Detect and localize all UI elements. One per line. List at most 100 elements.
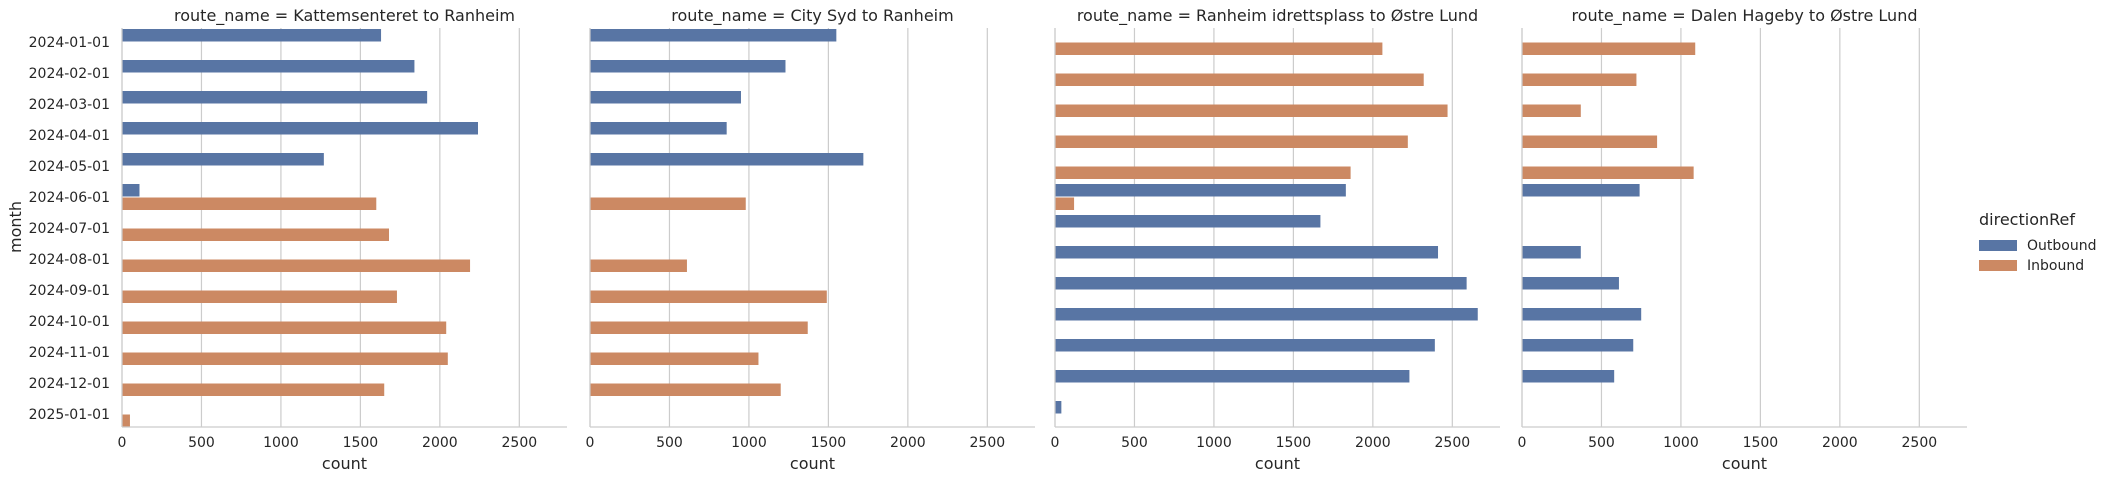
y-tick-label: 2024-10-01	[29, 314, 110, 330]
x-tick-label: 1500	[1276, 435, 1312, 451]
y-tick-label: 2024-01-01	[29, 35, 110, 51]
bar-outbound-2024-12-01	[1055, 370, 1410, 383]
y-tick-label: 2024-09-01	[29, 283, 110, 299]
bar-inbound-2024-01-01	[1055, 42, 1383, 55]
bar-inbound-2024-10-01	[122, 321, 447, 334]
y-tick-label: 2024-05-01	[29, 159, 110, 175]
bar-inbound-2024-08-01	[590, 259, 687, 272]
bar-inbound-2024-06-01	[1055, 197, 1075, 210]
x-tick-label: 500	[188, 435, 215, 451]
bar-outbound-2024-12-01	[1522, 370, 1615, 383]
bar-inbound-2024-03-01	[1522, 104, 1581, 117]
bar-outbound-2024-02-01	[122, 60, 415, 73]
bar-inbound-2024-04-01	[1522, 135, 1658, 148]
x-tick-label: 500	[656, 435, 683, 451]
y-tick-label: 2024-03-01	[29, 97, 110, 113]
bar-inbound-2024-07-01	[122, 228, 389, 241]
bar-outbound-2024-10-01	[1522, 308, 1642, 321]
x-tick-label: 0	[1518, 435, 1527, 451]
bar-inbound-2024-01-01	[1522, 42, 1696, 55]
x-tick-label: 0	[118, 435, 127, 451]
x-tick-label: 1000	[263, 435, 299, 451]
bar-outbound-2024-09-01	[1522, 277, 1619, 290]
x-tick-label: 1000	[1663, 435, 1699, 451]
x-tick-label: 2000	[1355, 435, 1391, 451]
x-tick-label: 1500	[1743, 435, 1779, 451]
bar-inbound-2024-09-01	[122, 290, 397, 303]
bar-inbound-2024-09-01	[590, 290, 827, 303]
bar-outbound-2024-04-01	[122, 122, 478, 135]
x-tick-label: 2000	[1822, 435, 1858, 451]
bar-inbound-2024-05-01	[1055, 166, 1351, 179]
y-tick-label: 2024-08-01	[29, 252, 110, 268]
x-tick-label: 2500	[1902, 435, 1938, 451]
x-tick-label: 1000	[1196, 435, 1232, 451]
y-tick-label: 2024-04-01	[29, 128, 110, 144]
x-tick-label: 2000	[890, 435, 926, 451]
panel-title: route_name = Ranheim idrettsplass to Øst…	[1077, 6, 1478, 26]
x-tick-label: 2500	[1435, 435, 1471, 451]
bar-outbound-2024-06-01	[1522, 184, 1640, 197]
x-tick-label: 2500	[970, 435, 1006, 451]
bar-outbound-2024-03-01	[122, 91, 428, 104]
bar-outbound-2024-11-01	[1055, 339, 1435, 352]
x-tick-label: 1500	[811, 435, 847, 451]
y-axis-label: month	[6, 201, 25, 253]
bar-outbound-2024-05-01	[122, 153, 324, 166]
bar-outbound-2024-03-01	[590, 91, 741, 104]
legend-label-outbound: Outbound	[2027, 238, 2096, 254]
bar-outbound-2025-01-01	[1055, 401, 1062, 414]
y-tick-label: 2024-07-01	[29, 221, 110, 237]
bar-inbound-2024-12-01	[590, 383, 781, 396]
y-tick-label: 2025-01-01	[29, 407, 110, 423]
panel-title: route_name = Dalen Hageby to Østre Lund	[1572, 6, 1918, 26]
bar-inbound-2024-11-01	[122, 352, 448, 365]
x-axis-label: count	[1255, 454, 1300, 473]
x-axis-label: count	[790, 454, 835, 473]
bar-outbound-2024-10-01	[1055, 308, 1478, 321]
bar-outbound-2024-11-01	[1522, 339, 1634, 352]
x-axis-label: count	[1722, 454, 1767, 473]
x-tick-label: 0	[586, 435, 595, 451]
bar-outbound-2024-01-01	[590, 29, 837, 42]
panel-title: route_name = City Syd to Ranheim	[671, 6, 953, 26]
y-tick-label: 2024-06-01	[29, 190, 110, 206]
x-tick-label: 2500	[502, 435, 538, 451]
y-tick-label: 2024-02-01	[29, 66, 110, 82]
y-tick-label: 2024-11-01	[29, 345, 110, 361]
bar-inbound-2024-02-01	[1055, 73, 1424, 86]
bar-outbound-2024-04-01	[590, 122, 727, 135]
bar-outbound-2024-07-01	[1055, 215, 1321, 228]
x-axis-label: count	[322, 454, 367, 473]
x-tick-label: 1500	[343, 435, 379, 451]
bar-inbound-2024-05-01	[1522, 166, 1694, 179]
x-tick-label: 2000	[422, 435, 458, 451]
bar-inbound-2024-10-01	[590, 321, 808, 334]
bar-outbound-2024-06-01	[122, 184, 140, 197]
x-tick-label: 1000	[731, 435, 767, 451]
bar-inbound-2024-11-01	[590, 352, 759, 365]
bar-inbound-2024-12-01	[122, 383, 385, 396]
y-tick-label: 2024-12-01	[29, 376, 110, 392]
bar-inbound-2024-06-01	[122, 197, 377, 210]
bar-outbound-2024-09-01	[1055, 277, 1467, 290]
legend-swatch-inbound	[1979, 260, 2017, 271]
x-tick-label: 500	[1121, 435, 1148, 451]
x-tick-label: 500	[1588, 435, 1615, 451]
bar-inbound-2025-01-01	[122, 414, 130, 427]
bar-outbound-2024-06-01	[1055, 184, 1346, 197]
bar-outbound-2024-01-01	[122, 29, 382, 42]
bar-outbound-2024-05-01	[590, 153, 864, 166]
bar-outbound-2024-08-01	[1055, 246, 1439, 259]
legend-label-inbound: Inbound	[2027, 258, 2084, 274]
bar-inbound-2024-02-01	[1522, 73, 1637, 86]
x-tick-label: 0	[1051, 435, 1060, 451]
legend-swatch-outbound	[1979, 240, 2017, 251]
panel-title: route_name = Kattemsenteret to Ranheim	[174, 6, 515, 26]
legend-title: directionRef	[1979, 210, 2075, 229]
bar-inbound-2024-04-01	[1055, 135, 1408, 148]
bar-inbound-2024-08-01	[122, 259, 471, 272]
bar-inbound-2024-03-01	[1055, 104, 1448, 117]
bar-outbound-2024-08-01	[1522, 246, 1581, 259]
